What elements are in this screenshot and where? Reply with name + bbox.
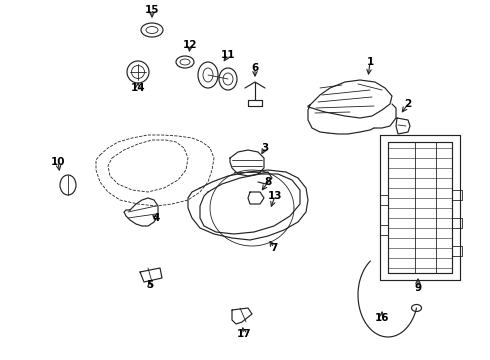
Text: 8: 8 (265, 177, 271, 187)
Text: 2: 2 (404, 99, 412, 109)
Text: 12: 12 (183, 40, 197, 50)
Text: 7: 7 (270, 243, 278, 253)
Text: 14: 14 (131, 83, 146, 93)
Text: 16: 16 (375, 313, 389, 323)
Text: 13: 13 (268, 191, 282, 201)
Text: 1: 1 (367, 57, 374, 67)
Text: 9: 9 (415, 283, 421, 293)
Text: 4: 4 (152, 213, 160, 223)
Text: 6: 6 (251, 63, 259, 73)
Text: 15: 15 (145, 5, 159, 15)
Text: 11: 11 (221, 50, 235, 60)
Text: 5: 5 (147, 280, 154, 290)
Text: 3: 3 (261, 143, 269, 153)
Text: 17: 17 (237, 329, 251, 339)
Text: 10: 10 (51, 157, 65, 167)
